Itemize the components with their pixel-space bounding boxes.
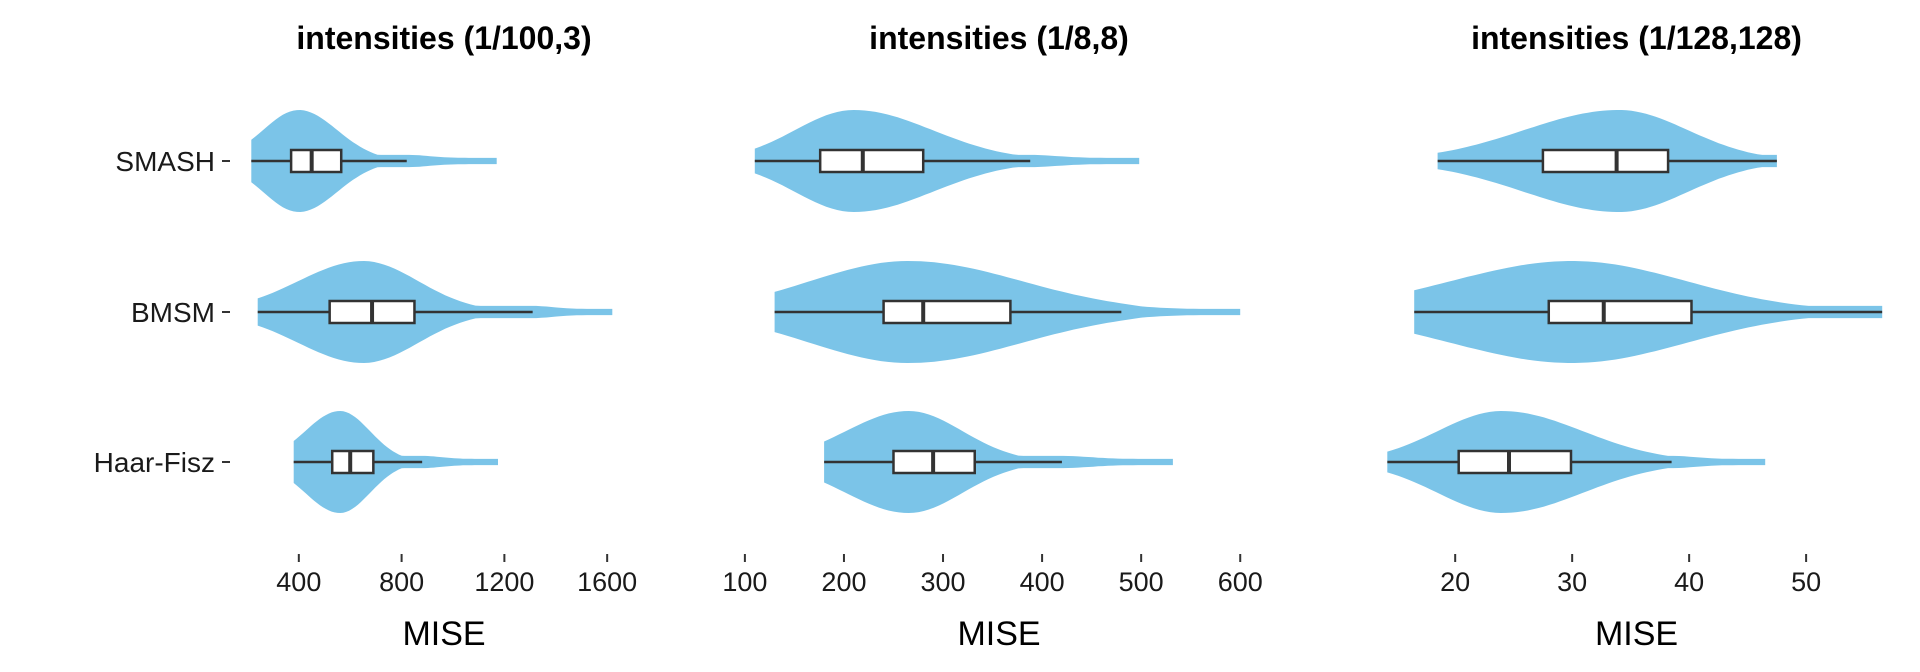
panel-2-xtick-label-200: 200 — [821, 567, 866, 597]
panel-2-xtick-label-400: 400 — [1020, 567, 1065, 597]
category-label-haar-fisz: Haar-Fisz — [94, 447, 215, 478]
panel-3-xtick-label-30: 30 — [1557, 567, 1587, 597]
panel-1-smash-box — [289, 148, 343, 174]
panel-2-xtick-label-100: 100 — [722, 567, 767, 597]
panel-3-xtick-label-50: 50 — [1791, 567, 1821, 597]
category-label-bmsm: BMSM — [131, 297, 215, 328]
panel-2-xlabel: MISE — [957, 615, 1040, 653]
panel-2-xtick-label-300: 300 — [920, 567, 965, 597]
panel-3-title: intensities (1/128,128) — [1471, 20, 1802, 56]
panel-3-bmsm-box — [1547, 299, 1693, 325]
panel-1-xtick-label-1200: 1200 — [474, 567, 534, 597]
panel-2-title: intensities (1/8,8) — [869, 20, 1129, 56]
panel-3-haar-fisz-box — [1457, 449, 1573, 475]
panel-1-title: intensities (1/100,3) — [296, 20, 591, 56]
panel-3-smash-box — [1541, 148, 1670, 174]
panel-3-xtick-label-40: 40 — [1674, 567, 1704, 597]
panel-1-haar-fisz-box — [330, 449, 375, 475]
panel-3-xlabel: MISE — [1595, 615, 1678, 653]
panel-2-xtick-label-500: 500 — [1119, 567, 1164, 597]
panel-1-xtick-label-400: 400 — [276, 567, 321, 597]
panel-3-xtick-label-20: 20 — [1440, 567, 1470, 597]
panel-1-xlabel: MISE — [402, 615, 485, 653]
category-label-smash: SMASH — [115, 146, 215, 177]
panel-2-bmsm-box — [882, 299, 1012, 325]
panel-2-xtick-label-600: 600 — [1218, 567, 1263, 597]
panel-1-xtick-label-800: 800 — [379, 567, 424, 597]
panel-2-smash-box — [818, 148, 925, 174]
panel-1-xtick-label-1600: 1600 — [577, 567, 637, 597]
